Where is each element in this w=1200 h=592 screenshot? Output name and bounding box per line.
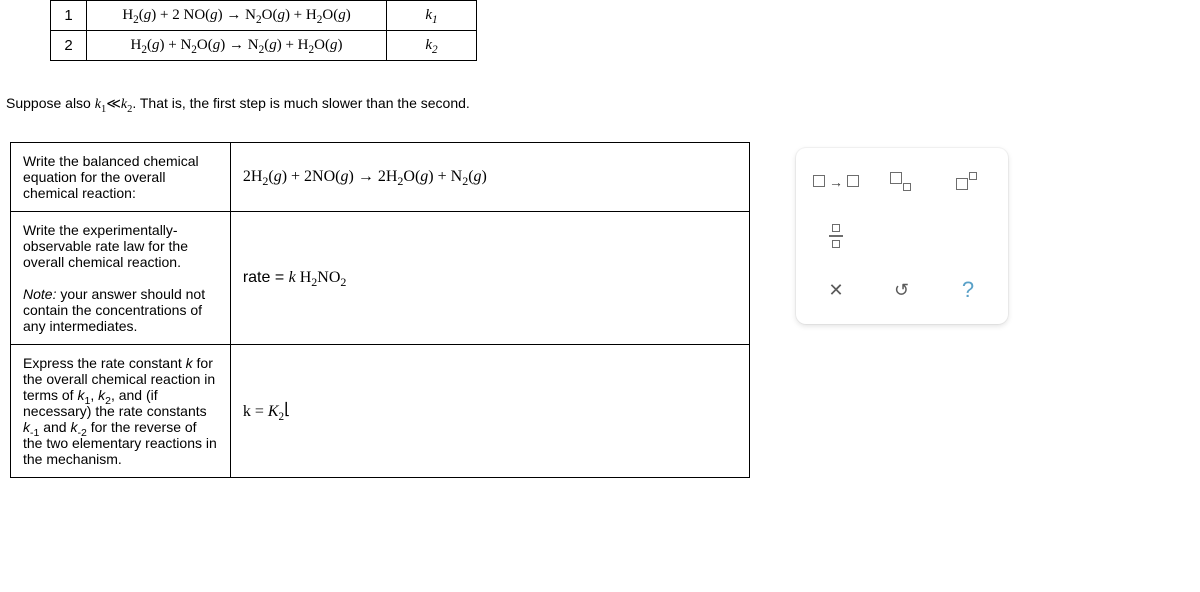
answer-rate-law[interactable]: rate = k H2NO2 (230, 212, 749, 345)
context-suffix: . That is, the first step is much slower… (132, 95, 469, 111)
prompt-balanced-equation: Write the balanced chemical equation for… (11, 143, 231, 212)
note-label: Note: (23, 286, 56, 302)
answer-balanced-equation[interactable]: 2H2(g) + 2NO(g) → 2H2O(g) + N2(g) (230, 143, 749, 212)
rate-prefix: rate = (243, 269, 289, 286)
prompt-rate-constant: Express the rate constant k for the over… (11, 345, 231, 478)
subscript-template-button[interactable] (872, 158, 932, 206)
formula-toolbar: → ✕ ↻ ? (796, 148, 1008, 324)
step-rate-constant: k2 (387, 31, 477, 61)
fraction-template-button[interactable] (806, 212, 866, 260)
prompt-rate-law-text: Write the experimentally-observable rate… (23, 222, 218, 270)
mechanism-table: 1 H2(g) + 2 NO(g) → N2O(g) + H2O(g) k1 2… (50, 0, 477, 61)
mechanism-row: 1 H2(g) + 2 NO(g) → N2O(g) + H2O(g) k1 (51, 1, 477, 31)
answer-rate-constant[interactable]: k = K2⌊ (230, 345, 749, 478)
answer-row: Write the experimentally-observable rate… (11, 212, 750, 345)
step-reaction: H2(g) + 2 NO(g) → N2O(g) + H2O(g) (87, 1, 387, 31)
k-prefix: k = (243, 403, 268, 420)
clear-button[interactable]: ✕ (806, 266, 866, 314)
reset-icon: ↻ (894, 280, 909, 301)
help-icon: ? (962, 277, 974, 303)
prompt-rate-law-note: Note: your answer should not contain the… (23, 286, 218, 334)
step-number: 2 (51, 31, 87, 61)
context-prefix: Suppose also (6, 95, 95, 111)
help-button[interactable]: ? (938, 266, 998, 314)
close-icon: ✕ (828, 280, 843, 301)
superscript-template-button[interactable] (938, 158, 998, 206)
context-text: Suppose also k1≪k2. That is, the first s… (6, 95, 470, 113)
reset-button[interactable]: ↻ (872, 266, 932, 314)
mechanism-row: 2 H2(g) + N2O(g) → N2(g) + H2O(g) k2 (51, 31, 477, 61)
answer-row: Write the balanced chemical equation for… (11, 143, 750, 212)
prompt-rate-law: Write the experimentally-observable rate… (11, 212, 231, 345)
step-reaction: H2(g) + N2O(g) → N2(g) + H2O(g) (87, 31, 387, 61)
step-rate-constant: k1 (387, 1, 477, 31)
reaction-template-button[interactable]: → (806, 158, 866, 206)
answer-table: Write the balanced chemical equation for… (10, 142, 750, 478)
answer-row: Express the rate constant k for the over… (11, 345, 750, 478)
step-number: 1 (51, 1, 87, 31)
